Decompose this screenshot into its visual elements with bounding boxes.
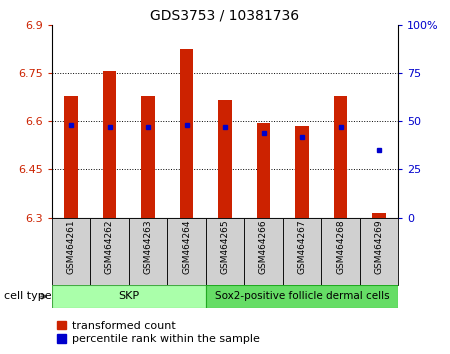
Text: GSM464264: GSM464264 xyxy=(182,220,191,274)
Text: GSM464263: GSM464263 xyxy=(144,220,153,274)
Text: GSM464265: GSM464265 xyxy=(220,220,230,274)
Bar xyxy=(64,96,78,218)
Title: GDS3753 / 10381736: GDS3753 / 10381736 xyxy=(150,8,300,22)
Text: GSM464267: GSM464267 xyxy=(297,220,306,274)
FancyBboxPatch shape xyxy=(52,218,90,285)
Text: GSM464266: GSM464266 xyxy=(259,220,268,274)
FancyBboxPatch shape xyxy=(206,218,244,285)
Text: SKP: SKP xyxy=(118,291,140,302)
FancyBboxPatch shape xyxy=(321,218,360,285)
FancyBboxPatch shape xyxy=(244,218,283,285)
FancyBboxPatch shape xyxy=(167,218,206,285)
Bar xyxy=(141,96,155,218)
Text: GSM464262: GSM464262 xyxy=(105,220,114,274)
Text: Sox2-positive follicle dermal cells: Sox2-positive follicle dermal cells xyxy=(215,291,389,302)
Bar xyxy=(52,285,206,308)
Text: cell type: cell type xyxy=(4,291,52,302)
FancyBboxPatch shape xyxy=(360,218,398,285)
Bar xyxy=(180,49,193,218)
Legend: transformed count, percentile rank within the sample: transformed count, percentile rank withi… xyxy=(57,321,260,344)
Bar xyxy=(257,123,270,218)
FancyBboxPatch shape xyxy=(283,218,321,285)
Bar xyxy=(206,285,398,308)
Bar xyxy=(218,100,232,218)
Bar xyxy=(295,126,309,218)
Text: GSM464268: GSM464268 xyxy=(336,220,345,274)
Text: GSM464261: GSM464261 xyxy=(67,220,76,274)
Bar xyxy=(372,213,386,218)
FancyBboxPatch shape xyxy=(129,218,167,285)
Bar xyxy=(334,96,347,218)
Text: GSM464269: GSM464269 xyxy=(374,220,383,274)
FancyBboxPatch shape xyxy=(90,218,129,285)
Bar xyxy=(103,72,116,218)
